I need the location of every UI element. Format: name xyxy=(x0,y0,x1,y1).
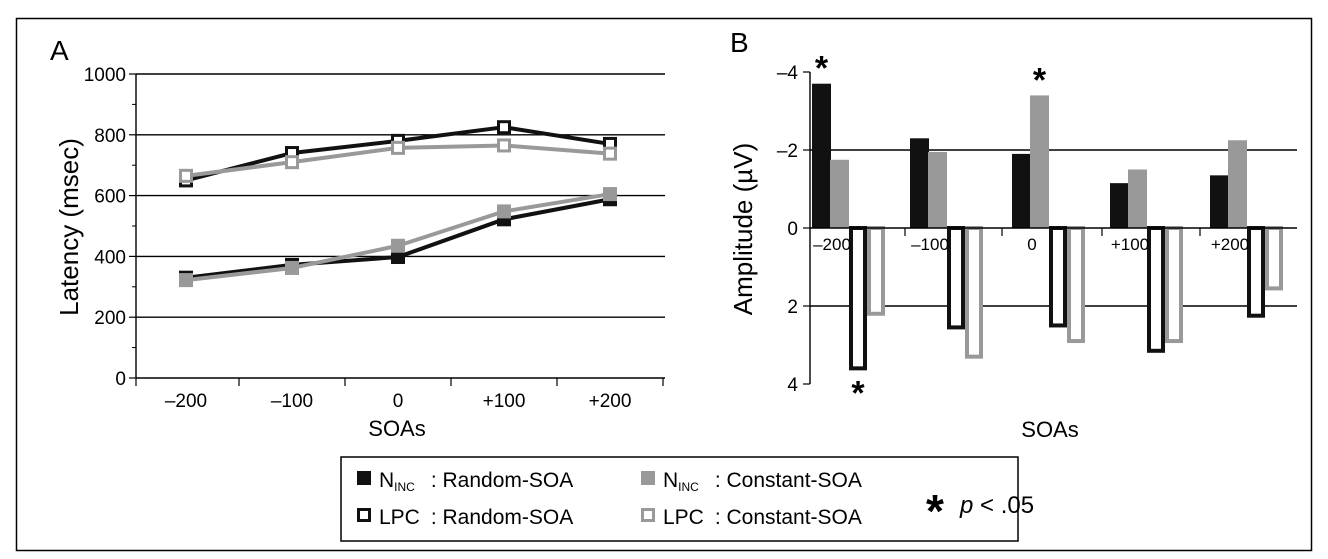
panel-b-y-tick-label: 4 xyxy=(787,375,798,396)
panel-b-bar-n-inc-constant-soa xyxy=(1030,95,1049,229)
legend-component-subscript: INC xyxy=(678,480,699,494)
panel-a-x-tick-label: –200 xyxy=(165,391,207,412)
panel-b-bar-lpc-random-soa xyxy=(849,226,867,371)
panel-a-point-lpc-constant-soa xyxy=(179,168,193,183)
panel-a-x-tick-label: +200 xyxy=(589,391,632,412)
panel-b-y-tick-label: –2 xyxy=(777,141,798,162)
panel-b-x-tick-label: 0 xyxy=(1027,235,1036,254)
legend-significance-p: p xyxy=(959,492,973,519)
legend-entry: LPC : Random-SOA xyxy=(357,506,573,529)
panel-b-x-tick-label: +100 xyxy=(1111,235,1149,254)
panel-b-bar-n-inc-random-soa xyxy=(1012,153,1031,228)
legend-entry: LPC : Constant-SOA xyxy=(641,506,862,529)
legend-marker xyxy=(641,471,655,485)
legend-marker xyxy=(641,508,655,522)
legend-entry: NINC : Constant-SOA xyxy=(641,469,862,494)
panel-a-point-n-inc-constant-soa xyxy=(603,187,617,202)
panel-a-x-tick-label: 0 xyxy=(393,391,404,412)
legend-significance-threshold: < .05 xyxy=(980,492,1034,519)
panel-b-bar-n-inc-constant-soa xyxy=(1128,169,1147,228)
panel-b-bar-lpc-random-soa xyxy=(1049,226,1067,328)
panel-b-y-axis-label: Amplitude (µV) xyxy=(728,143,758,315)
legend-label: NINC : Constant-SOA xyxy=(663,469,862,494)
panel-a-point-lpc-constant-soa xyxy=(285,155,299,170)
legend-condition: : Constant-SOA xyxy=(709,469,862,492)
panel-a-x-tick-label: –100 xyxy=(271,391,313,412)
panel-a-point-lpc-constant-soa xyxy=(497,138,511,153)
panel-b-significance-star: * xyxy=(815,50,829,88)
legend-significance-note: p < .05 xyxy=(959,492,1034,519)
panel-b-x-tick-label: –100 xyxy=(911,235,949,254)
panel-b-y-tick-label: 2 xyxy=(787,297,798,318)
legend-label: NINC : Random-SOA xyxy=(379,469,573,494)
panel-b-bar-lpc-random-soa xyxy=(947,226,965,330)
panel-a-y-tick-label: 800 xyxy=(94,126,126,147)
panel-a-label: A xyxy=(50,35,69,66)
panel-a-point-n-inc-constant-soa xyxy=(391,238,405,253)
panel-a-x-axis-label: SOAs xyxy=(368,416,425,441)
panel-a-point-n-inc-constant-soa xyxy=(285,260,299,275)
panel-b-bar-lpc-constant-soa xyxy=(1165,226,1183,344)
legend: NINC : Random-SOA NINC : Constant-SOALPC … xyxy=(340,456,1034,542)
legend-condition: : Constant-SOA xyxy=(709,506,862,529)
panel-a-point-lpc-constant-soa xyxy=(391,140,405,155)
panel-b-significance-star: * xyxy=(851,374,865,412)
panel-a-point-n-inc-constant-soa xyxy=(179,273,193,288)
panel-b-bar-lpc-constant-soa xyxy=(867,226,885,316)
panel-b: B Amplitude (µV) SOAs –4 –2 0 2 4 –200 –100 0 +1… xyxy=(728,27,1297,442)
panel-b-bar-n-inc-random-soa xyxy=(812,83,831,228)
legend-marker xyxy=(357,471,371,485)
panel-b-x-axis-label: SOAs xyxy=(1021,417,1078,442)
panel-a-series-line-n-inc-constant-soa xyxy=(185,192,611,283)
legend-component: N xyxy=(663,469,678,492)
panel-b-bar-lpc-constant-soa xyxy=(965,226,983,359)
panel-b-significance-star: * xyxy=(1033,61,1047,99)
panel-b-bar-n-inc-random-soa xyxy=(910,138,929,228)
panel-a: A Latency (msec) SOAs 0 200 400 600 800 1000 –… xyxy=(50,35,665,441)
legend-condition: : Random-SOA xyxy=(425,506,573,529)
panel-b-x-tick-label: –200 xyxy=(813,235,851,254)
legend-significance-star: * xyxy=(926,485,944,537)
panel-b-bar-n-inc-constant-soa xyxy=(928,151,947,228)
panel-b-bar-n-inc-constant-soa xyxy=(1228,140,1247,228)
legend-marker xyxy=(357,508,371,522)
legend-component: N xyxy=(379,469,394,492)
legend-component: LPC xyxy=(663,506,704,529)
panel-b-bar-lpc-constant-soa xyxy=(1067,226,1085,344)
panel-b-bar-n-inc-constant-soa xyxy=(830,159,849,228)
panel-a-series-line-n-inc-random-soa xyxy=(185,197,611,280)
panel-a-y-tick-label: 1000 xyxy=(84,65,126,86)
panel-b-bar-n-inc-random-soa xyxy=(1210,175,1229,228)
panel-b-bar-lpc-random-soa xyxy=(1147,226,1165,353)
panel-b-bar-lpc-random-soa xyxy=(1247,226,1265,318)
panel-b-label: B xyxy=(730,27,749,58)
panel-b-y-tick-label: –4 xyxy=(777,63,799,84)
panel-a-x-tick-label: +100 xyxy=(483,391,526,412)
legend-box xyxy=(340,456,1019,542)
legend-label: LPC : Random-SOA xyxy=(379,506,573,529)
legend-entry: NINC : Random-SOA xyxy=(357,469,573,494)
panel-b-bar-n-inc-random-soa xyxy=(1110,183,1129,228)
legend-condition: : Random-SOA xyxy=(425,469,573,492)
panel-b-y-tick-label: 0 xyxy=(787,219,798,240)
legend-component-subscript: INC xyxy=(394,480,415,494)
legend-component: LPC xyxy=(379,506,420,529)
panel-a-y-axis-label: Latency (msec) xyxy=(54,138,84,316)
panel-a-y-tick-label: 200 xyxy=(94,308,126,329)
panel-a-point-lpc-constant-soa xyxy=(603,146,617,161)
panel-b-bar-lpc-constant-soa xyxy=(1265,226,1283,291)
panel-a-y-tick-label: 400 xyxy=(94,247,126,268)
panel-a-point-lpc-random-soa xyxy=(497,120,511,135)
figure-frame xyxy=(15,17,1313,552)
panel-a-point-n-inc-random-soa xyxy=(391,250,405,265)
panel-b-x-tick-label: +200 xyxy=(1211,235,1249,254)
panel-a-y-tick-label: 600 xyxy=(94,187,126,208)
panel-a-y-tick-label: 0 xyxy=(115,369,126,390)
panel-a-point-n-inc-constant-soa xyxy=(497,204,511,219)
legend-label: LPC : Constant-SOA xyxy=(663,506,862,529)
